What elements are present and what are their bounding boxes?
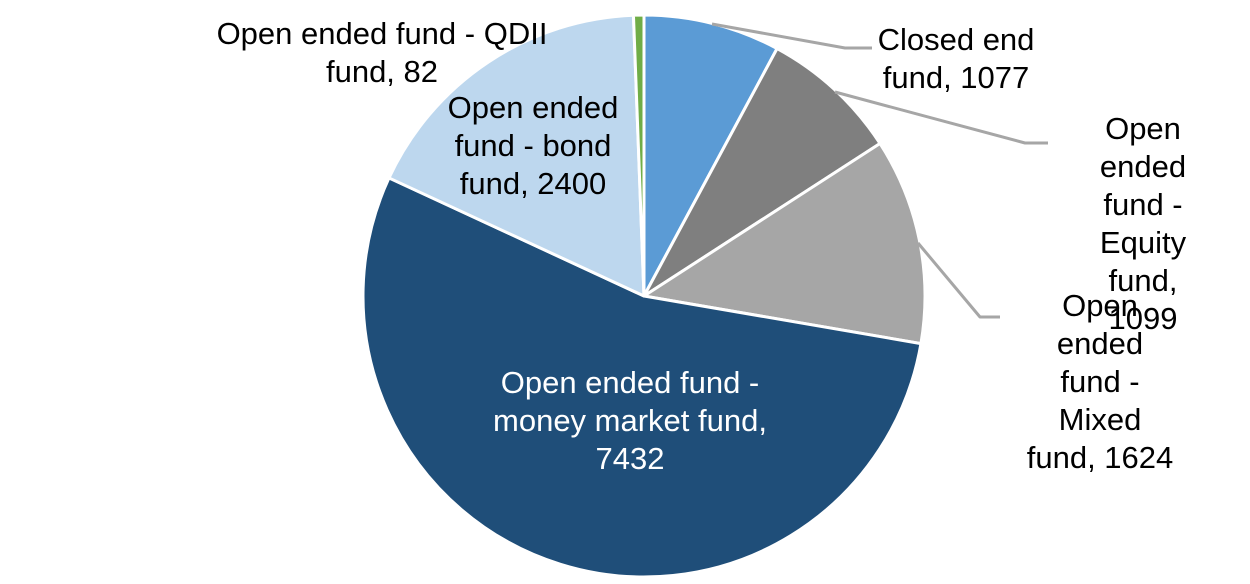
pie-slice-open-ended-fund-mixed-fund <box>642 141 927 346</box>
data-label-open-ended-fund-qdii-fund: Open ended fund - QDII fund, 82 <box>216 16 548 89</box>
pie-slice-open-ended-fund-equity-fund <box>642 47 882 298</box>
leader-line-open-ended-fund-equity-fund <box>834 90 1048 145</box>
data-label-open-ended-fund-bond-fund: Open ended fund - bond fund, 2400 <box>447 90 619 201</box>
pie-slice-open-ended-fund-money-market-fund <box>361 176 923 579</box>
data-label-open-ended-fund-money-market-fund: Open ended fund - money market fund, 743… <box>493 365 767 476</box>
leader-line-open-ended-fund-mixed-fund <box>916 242 1000 319</box>
data-label-open-ended-fund-mixed-fund: Open ended fund - Mixed fund, 1624 <box>1026 288 1174 475</box>
pie-slice-open-ended-fund-qdii-fund <box>631 13 646 298</box>
data-label-open-ended-fund-equity-fund: Open ended fund - Equity fund, 1099 <box>1099 111 1187 336</box>
data-label-closed-end-fund: Closed end fund, 1077 <box>877 22 1035 95</box>
pie-slice-open-ended-fund-bond-fund <box>387 13 646 298</box>
leader-line-closed-end-fund <box>711 22 872 50</box>
